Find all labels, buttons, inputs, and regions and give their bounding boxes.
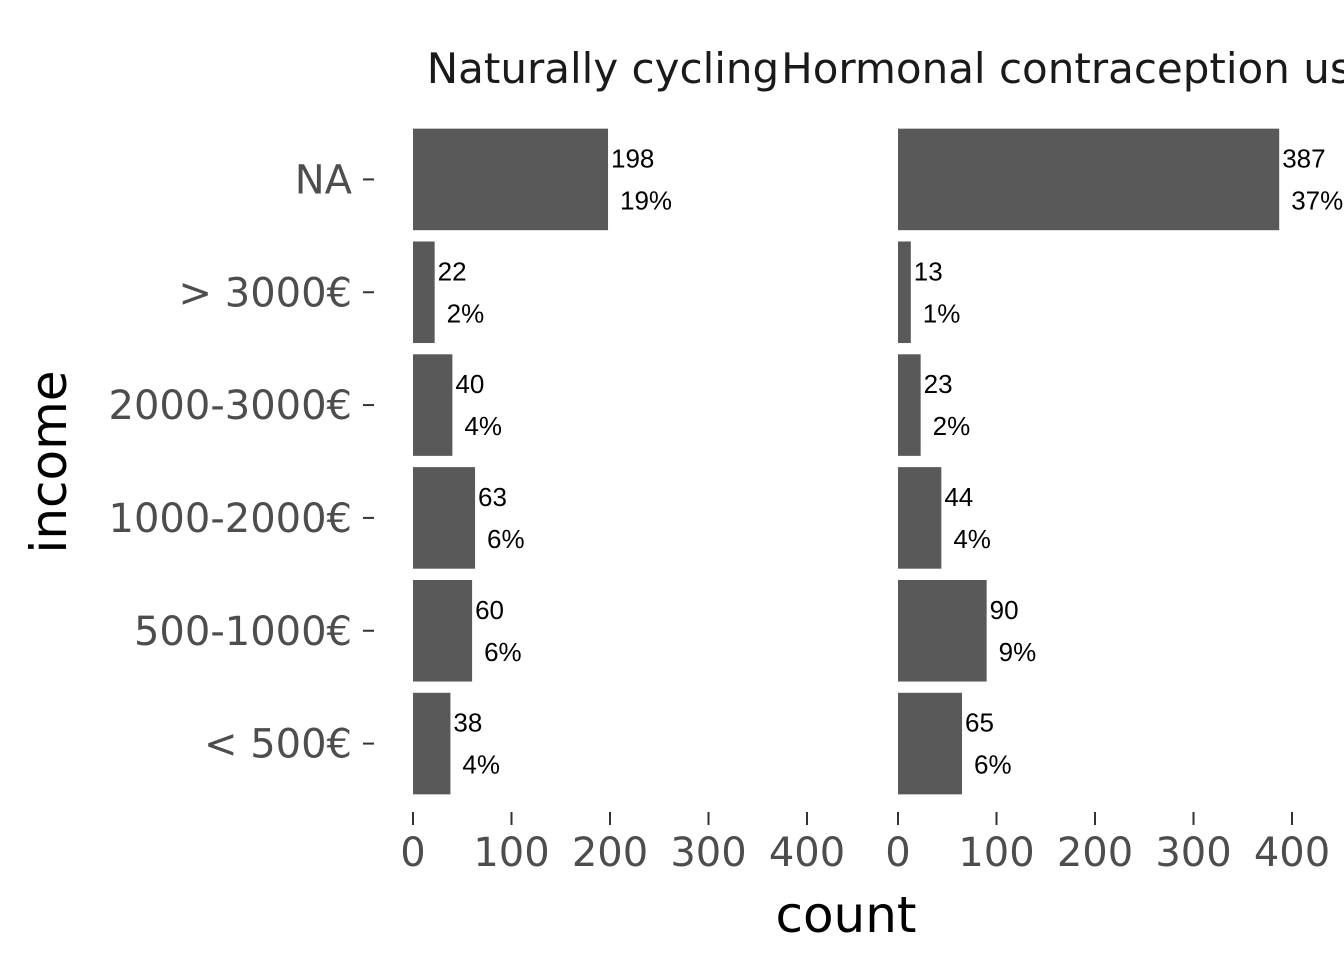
x-tick-label: 400	[769, 830, 845, 876]
bar	[413, 692, 451, 795]
bar-count-label: 40	[455, 369, 484, 399]
bar-percent-label: 9%	[999, 637, 1037, 667]
bar-count-label: 23	[924, 369, 953, 399]
bar-percent-label: 4%	[464, 411, 502, 441]
x-tick-label: 0	[400, 830, 425, 876]
bar-percent-label: 4%	[462, 750, 500, 780]
bar	[413, 467, 476, 569]
bar-count-label: 60	[475, 595, 504, 625]
bar	[898, 467, 942, 569]
y-tick-label: 2000-3000€	[109, 383, 352, 429]
bar-count-label: 63	[478, 482, 507, 512]
bar	[898, 579, 987, 682]
x-tick-label: 200	[1057, 830, 1133, 876]
bar-count-label: 13	[914, 256, 943, 286]
bar-percent-label: 6%	[487, 524, 525, 554]
facet-panel: Naturally cycling 198 19% 22 2% 40 4% 63 6% 60 6% 3…	[400, 44, 845, 876]
bar-percent-label: 6%	[974, 750, 1012, 780]
x-tick-label: 300	[1155, 830, 1231, 876]
x-tick-label: 100	[958, 830, 1034, 876]
bar-count-label: 38	[453, 708, 482, 738]
x-tick-label: 0	[885, 830, 910, 876]
bar-count-label: 44	[944, 482, 973, 512]
y-tick-label: 500-1000€	[134, 609, 352, 655]
bar	[898, 241, 911, 344]
facet-panel: Hormonal contraception user 387 37% 13 1% 23 2…	[781, 44, 1344, 876]
facet-title: Hormonal contraception user	[781, 44, 1344, 93]
y-tick-label: < 500€	[204, 722, 352, 768]
bar-percent-label: 6%	[484, 637, 522, 667]
bar-percent-label: 2%	[447, 298, 485, 328]
y-tick-label: 1000-2000€	[109, 496, 352, 542]
bar	[413, 128, 609, 231]
bar	[413, 241, 435, 344]
bar	[413, 354, 453, 456]
bar-count-label: 65	[965, 708, 994, 738]
bar	[413, 579, 473, 682]
bar-percent-label: 19%	[620, 185, 672, 215]
x-tick-label: 100	[473, 830, 549, 876]
y-axis: NA > 3000€ 2000-3000€ 1000-2000€ 500-1000€ < …	[109, 157, 374, 768]
y-axis-title: income	[20, 370, 78, 553]
bar-percent-label: 4%	[953, 524, 991, 554]
bar	[898, 692, 963, 795]
bar-count-label: 387	[1282, 143, 1325, 173]
y-tick-label: NA	[295, 157, 353, 203]
bar	[898, 354, 921, 456]
bar-count-label: 22	[438, 256, 467, 286]
bar-percent-label: 2%	[933, 411, 971, 441]
x-tick-label: 300	[670, 830, 746, 876]
bar-count-label: 90	[990, 595, 1019, 625]
x-tick-label: 200	[572, 830, 648, 876]
facet-panels: Naturally cycling 198 19% 22 2% 40 4% 63 6% 60 6% 3…	[400, 44, 1344, 876]
x-axis-title: count	[775, 886, 916, 944]
facet-title: Naturally cycling	[427, 44, 779, 93]
bar-percent-label: 1%	[923, 298, 961, 328]
bar-percent-label: 37%	[1291, 185, 1343, 215]
x-tick-label: 400	[1254, 830, 1330, 876]
bar	[898, 128, 1280, 231]
bar-count-label: 198	[611, 143, 654, 173]
y-tick-label: > 3000€	[179, 270, 352, 316]
